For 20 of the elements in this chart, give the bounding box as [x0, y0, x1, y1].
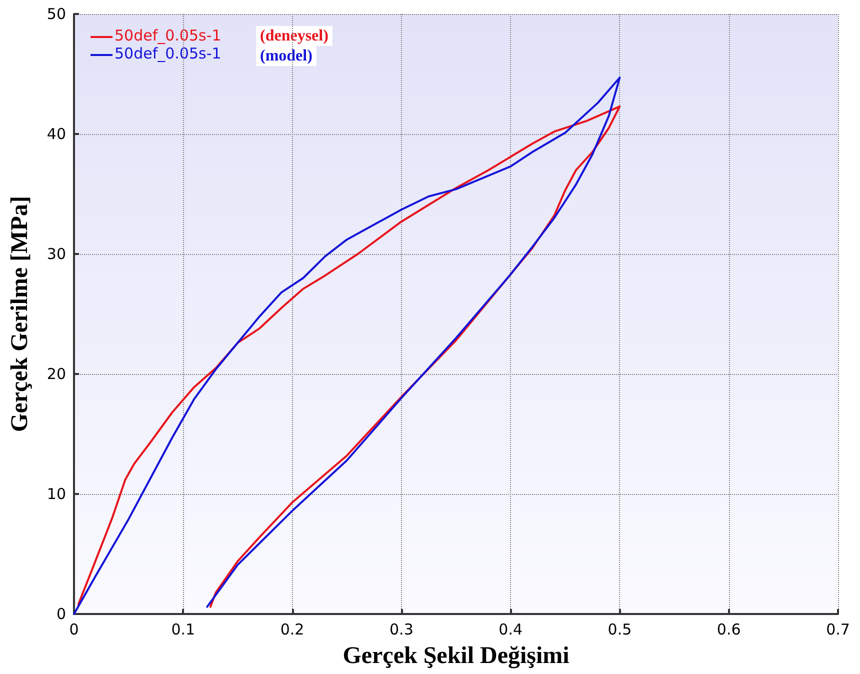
y-tick-label: 10	[46, 485, 66, 503]
x-tick-label: 0.2	[280, 620, 304, 638]
x-tick-label: 0.3	[390, 620, 414, 638]
annotation: (model)	[260, 48, 312, 64]
y-axis-title: Gerçek Gerilme [MPa]	[7, 196, 33, 432]
annotation: (deneysel)	[260, 28, 328, 44]
x-tick-label: 0.5	[608, 620, 632, 638]
y-tick-label: 20	[46, 365, 66, 383]
x-axis-title: Gerçek Şekil Değişimi	[342, 643, 570, 669]
x-tick-label: 0.7	[826, 620, 850, 638]
x-tick-label: 0	[69, 620, 79, 638]
x-tick-label: 0.6	[716, 620, 741, 638]
legend-label: 50def_0.05s-1	[114, 44, 222, 62]
y-tick-label: 30	[46, 245, 66, 263]
x-tick-label: 0.1	[171, 620, 196, 638]
x-tick-label: 0.4	[498, 620, 522, 638]
y-tick-label: 50	[46, 5, 66, 23]
y-tick-label: 0	[56, 605, 66, 623]
legend-label: 50def_0.05s-1	[114, 26, 222, 44]
y-tick-label: 40	[46, 125, 66, 143]
